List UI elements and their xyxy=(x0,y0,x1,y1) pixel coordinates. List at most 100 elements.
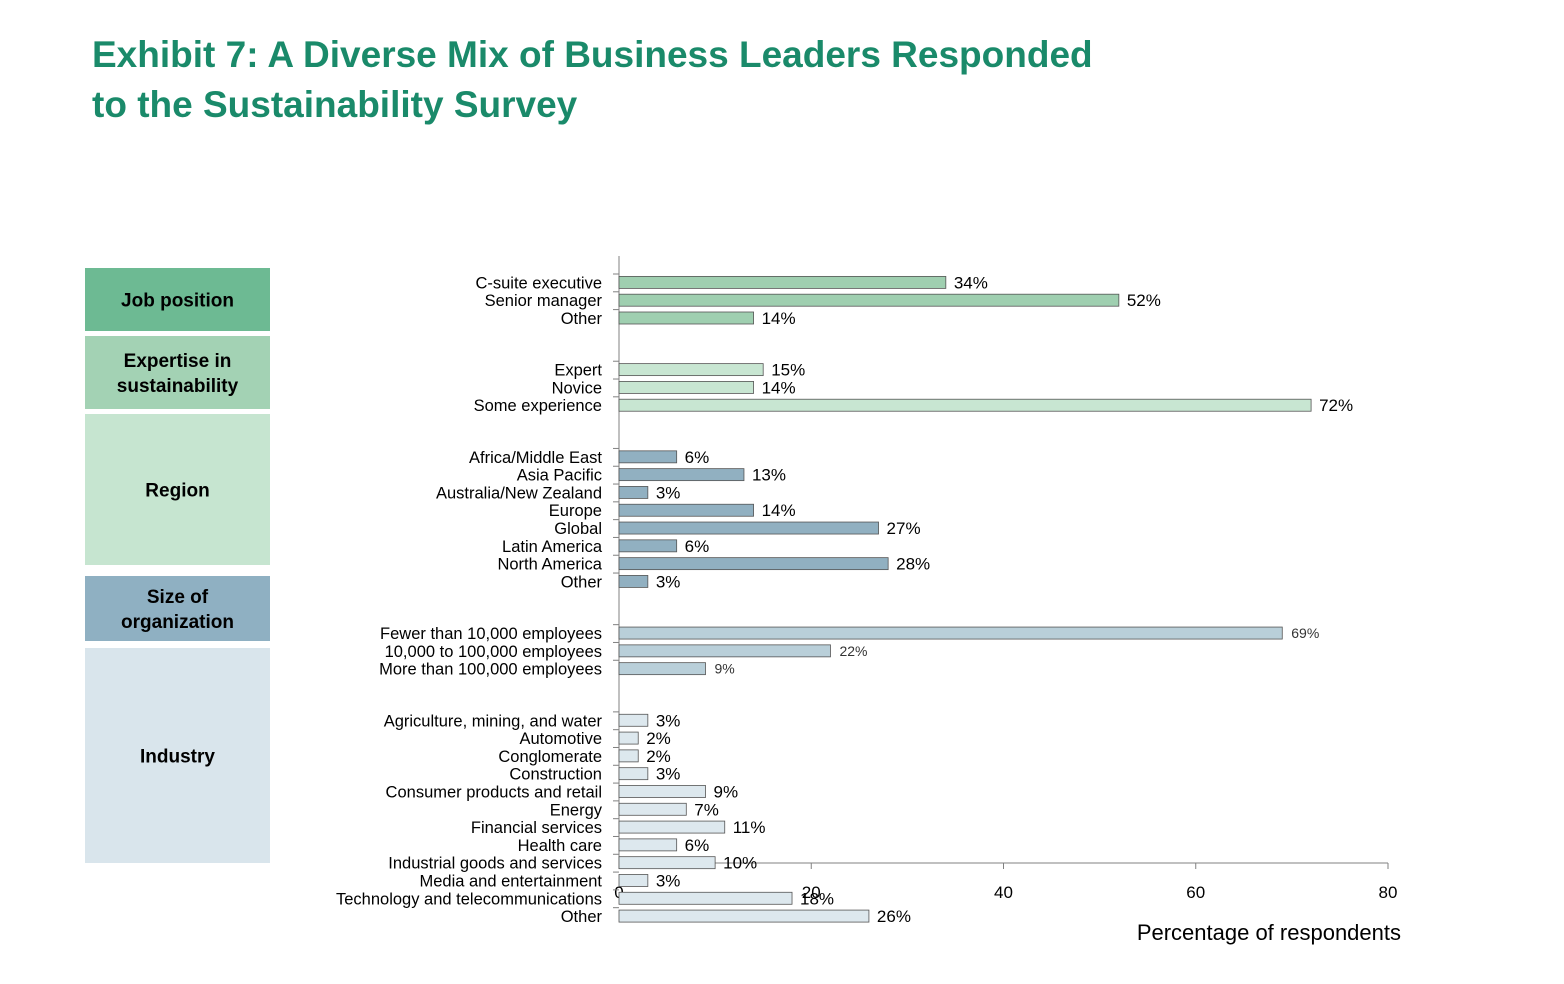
category-label: Other xyxy=(561,908,603,926)
bar xyxy=(618,820,726,834)
data-label: 14% xyxy=(762,309,796,328)
data-label: 26% xyxy=(877,907,911,926)
group-panel xyxy=(85,336,270,409)
category-label: Consumer products and retail xyxy=(386,783,602,801)
category-label: Some experience xyxy=(474,397,602,415)
category-label: North America xyxy=(497,556,602,574)
category-label: Australia/New Zealand xyxy=(436,484,602,502)
category-label: Media and entertainment xyxy=(419,872,602,890)
x-tick-label: 20 xyxy=(802,883,821,902)
bar xyxy=(618,486,649,499)
category-label: Europe xyxy=(549,502,602,520)
category-label: Global xyxy=(554,520,602,538)
bar xyxy=(618,557,889,571)
bar xyxy=(618,398,1312,412)
category-label: 10,000 to 100,000 employees xyxy=(385,643,602,661)
data-label: 9% xyxy=(715,661,735,677)
category-label: Expert xyxy=(554,362,602,380)
group-panels: Job position Expertise in sustainability Re… xyxy=(85,268,270,863)
data-label: 22% xyxy=(839,643,867,659)
category-label: Health care xyxy=(518,837,602,855)
chart-title-line-2: to the Sustainability Survey xyxy=(92,84,578,125)
bar xyxy=(618,874,649,887)
category-label: C-suite executive xyxy=(475,274,602,292)
bar xyxy=(618,909,870,923)
data-label: 6% xyxy=(685,836,710,855)
category-label: Other xyxy=(561,310,603,328)
group-panel xyxy=(85,414,270,565)
bar xyxy=(618,275,947,289)
data-label: 11% xyxy=(733,818,766,837)
data-label: 10% xyxy=(723,854,757,873)
category-label: Senior manager xyxy=(485,292,603,310)
bars: C-suite executive 34% Senior manager 52% Oth… xyxy=(336,273,1353,926)
bar xyxy=(618,713,649,727)
x-axis-title: Percentage of respondents xyxy=(1137,920,1401,945)
group-label: Expertise in xyxy=(124,351,232,372)
data-label: 9% xyxy=(714,782,739,801)
group-label: Industry xyxy=(140,747,215,768)
data-label: 69% xyxy=(1291,625,1319,641)
bar xyxy=(618,731,639,745)
data-label: 3% xyxy=(656,572,681,591)
data-label: 13% xyxy=(752,466,786,485)
data-label: 15% xyxy=(771,361,805,380)
data-label: 2% xyxy=(646,729,671,748)
bar xyxy=(618,767,649,781)
bar xyxy=(618,503,754,517)
group-panel xyxy=(85,268,270,331)
data-label: 34% xyxy=(954,273,988,292)
data-label: 52% xyxy=(1127,291,1161,310)
category-label: Automotive xyxy=(519,730,602,748)
x-tick-label: 60 xyxy=(1186,883,1205,902)
data-label: 6% xyxy=(685,537,710,556)
category-label: Latin America xyxy=(502,538,603,556)
bar xyxy=(618,644,831,658)
bar xyxy=(618,626,1283,640)
group-label: Region xyxy=(145,481,209,502)
bar xyxy=(618,575,649,588)
data-label: 7% xyxy=(694,800,719,819)
data-label: 72% xyxy=(1319,396,1353,415)
bar xyxy=(618,662,706,676)
data-label: 3% xyxy=(656,483,681,502)
data-label: 6% xyxy=(685,448,710,467)
category-label: Novice xyxy=(552,379,602,397)
data-label: 18% xyxy=(800,889,834,908)
bar xyxy=(618,363,764,377)
data-label: 3% xyxy=(656,765,681,784)
bar xyxy=(618,311,754,325)
category-label: More than 100,000 employees xyxy=(379,661,602,679)
group-label: organization xyxy=(121,612,234,633)
bar xyxy=(618,381,754,394)
data-label: 14% xyxy=(762,501,796,520)
data-label: 14% xyxy=(762,378,796,397)
group-panel xyxy=(85,576,270,641)
bar xyxy=(618,785,706,798)
bar xyxy=(618,293,1120,307)
x-tick-label: 80 xyxy=(1379,883,1398,902)
chart-title: Exhibit 7: A Diverse Mix of Business Lea… xyxy=(92,30,1292,130)
category-label: Industrial goods and services xyxy=(388,855,602,873)
group-panel xyxy=(85,648,270,863)
data-label: 3% xyxy=(656,871,681,890)
category-label: Asia Pacific xyxy=(517,467,602,485)
bar xyxy=(618,838,678,852)
x-axis: 020406080 xyxy=(613,256,1398,909)
bar xyxy=(618,521,879,535)
data-label: 3% xyxy=(656,711,681,730)
category-label: Fewer than 10,000 employees xyxy=(380,625,602,643)
bar xyxy=(618,468,745,482)
bar xyxy=(618,539,678,553)
group-label: Job position xyxy=(121,291,234,312)
category-label: Energy xyxy=(550,801,603,819)
category-label: Financial services xyxy=(471,819,602,837)
category-label: Africa/Middle East xyxy=(469,449,602,467)
bar xyxy=(618,856,716,870)
data-label: 28% xyxy=(896,555,930,574)
data-label: 27% xyxy=(887,519,921,538)
category-label: Conglomerate xyxy=(498,748,602,766)
category-label: Agriculture, mining, and water xyxy=(384,712,603,730)
chart-title-line-1: Exhibit 7: A Diverse Mix of Business Lea… xyxy=(92,34,1093,75)
